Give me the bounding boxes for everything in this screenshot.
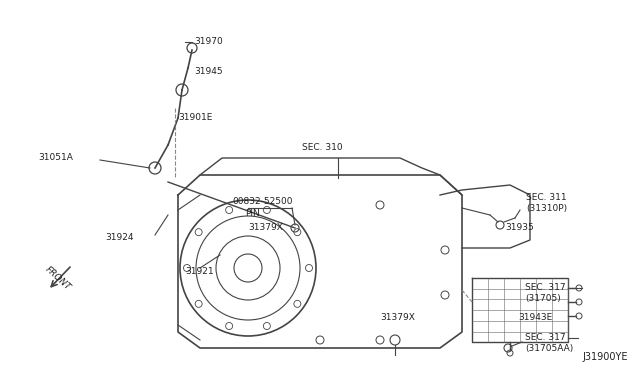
Text: 31924: 31924	[105, 234, 134, 243]
Text: SEC. 311: SEC. 311	[526, 193, 566, 202]
Text: 31970: 31970	[194, 38, 223, 46]
Text: SEC. 310: SEC. 310	[302, 144, 342, 153]
Text: (31705AA): (31705AA)	[525, 344, 573, 353]
Text: 31051A: 31051A	[38, 154, 73, 163]
Text: 31945: 31945	[194, 67, 223, 77]
Text: 00832-52500: 00832-52500	[232, 198, 292, 206]
Text: (31310P): (31310P)	[526, 205, 567, 214]
Text: 31921: 31921	[185, 267, 214, 276]
Text: 31935: 31935	[505, 224, 534, 232]
Text: SEC. 317: SEC. 317	[525, 334, 566, 343]
Text: 31943E: 31943E	[518, 314, 552, 323]
Text: 31379X: 31379X	[248, 224, 283, 232]
Text: (31705): (31705)	[525, 295, 561, 304]
Text: 31379X: 31379X	[380, 314, 415, 323]
Text: 31901E: 31901E	[178, 113, 212, 122]
Text: J31900YE: J31900YE	[582, 352, 628, 362]
Text: SEC. 317: SEC. 317	[525, 283, 566, 292]
Text: FRONT: FRONT	[44, 264, 72, 292]
Text: PIN: PIN	[245, 208, 260, 218]
